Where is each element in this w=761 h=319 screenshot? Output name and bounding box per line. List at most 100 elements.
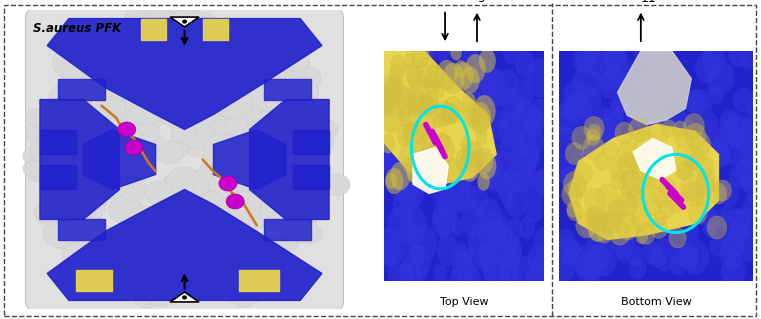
Circle shape bbox=[380, 100, 402, 132]
Circle shape bbox=[576, 213, 597, 238]
Circle shape bbox=[189, 70, 218, 93]
Circle shape bbox=[649, 247, 667, 268]
Circle shape bbox=[25, 157, 56, 182]
Circle shape bbox=[609, 67, 625, 86]
Circle shape bbox=[281, 208, 307, 230]
Circle shape bbox=[746, 191, 760, 207]
Circle shape bbox=[66, 73, 102, 102]
Circle shape bbox=[730, 207, 756, 238]
Circle shape bbox=[611, 93, 629, 114]
Circle shape bbox=[603, 106, 624, 131]
Circle shape bbox=[745, 100, 759, 117]
Circle shape bbox=[437, 189, 460, 222]
Circle shape bbox=[272, 195, 295, 215]
Circle shape bbox=[49, 99, 68, 115]
Circle shape bbox=[408, 245, 431, 279]
Circle shape bbox=[565, 100, 580, 117]
Circle shape bbox=[600, 41, 627, 73]
Circle shape bbox=[454, 243, 469, 264]
Circle shape bbox=[211, 113, 230, 129]
Circle shape bbox=[401, 63, 427, 99]
Circle shape bbox=[435, 133, 449, 154]
Polygon shape bbox=[264, 78, 311, 100]
Circle shape bbox=[46, 188, 70, 207]
Circle shape bbox=[721, 256, 746, 286]
Circle shape bbox=[681, 220, 699, 242]
Circle shape bbox=[622, 171, 640, 192]
Circle shape bbox=[498, 257, 519, 286]
Circle shape bbox=[417, 148, 435, 174]
Circle shape bbox=[215, 89, 252, 119]
Circle shape bbox=[575, 250, 603, 284]
Circle shape bbox=[499, 266, 512, 285]
Circle shape bbox=[472, 39, 495, 72]
Circle shape bbox=[674, 156, 693, 179]
Circle shape bbox=[392, 97, 419, 136]
Circle shape bbox=[91, 261, 110, 277]
Circle shape bbox=[62, 122, 89, 143]
Circle shape bbox=[259, 198, 291, 225]
Circle shape bbox=[116, 249, 151, 278]
Circle shape bbox=[207, 186, 235, 209]
Circle shape bbox=[403, 157, 415, 173]
Circle shape bbox=[95, 153, 118, 172]
Circle shape bbox=[127, 206, 164, 236]
Circle shape bbox=[411, 139, 431, 167]
Circle shape bbox=[296, 111, 322, 132]
Circle shape bbox=[574, 162, 593, 184]
Circle shape bbox=[594, 249, 616, 276]
Circle shape bbox=[573, 244, 600, 277]
Circle shape bbox=[131, 78, 149, 93]
Circle shape bbox=[495, 215, 509, 236]
Circle shape bbox=[172, 196, 207, 225]
Circle shape bbox=[505, 184, 528, 218]
Circle shape bbox=[714, 180, 731, 201]
Circle shape bbox=[291, 153, 324, 181]
Circle shape bbox=[708, 236, 725, 256]
Circle shape bbox=[508, 152, 537, 192]
Circle shape bbox=[452, 154, 475, 186]
Circle shape bbox=[260, 102, 294, 130]
Circle shape bbox=[279, 166, 313, 194]
Circle shape bbox=[597, 209, 620, 237]
Circle shape bbox=[565, 143, 584, 165]
Circle shape bbox=[689, 125, 718, 160]
Circle shape bbox=[428, 161, 448, 189]
Circle shape bbox=[69, 167, 97, 189]
Circle shape bbox=[241, 123, 278, 153]
Circle shape bbox=[445, 103, 459, 123]
Circle shape bbox=[421, 160, 443, 193]
Circle shape bbox=[494, 230, 522, 271]
Circle shape bbox=[307, 165, 327, 182]
Circle shape bbox=[721, 206, 735, 223]
Circle shape bbox=[597, 145, 610, 161]
Circle shape bbox=[257, 131, 285, 154]
Circle shape bbox=[205, 264, 243, 295]
Circle shape bbox=[409, 243, 425, 267]
Circle shape bbox=[213, 200, 233, 216]
Circle shape bbox=[669, 227, 686, 248]
Circle shape bbox=[597, 225, 613, 243]
Circle shape bbox=[485, 166, 502, 191]
Circle shape bbox=[53, 47, 92, 79]
Circle shape bbox=[473, 151, 489, 175]
Circle shape bbox=[583, 135, 604, 160]
Circle shape bbox=[476, 130, 487, 145]
Circle shape bbox=[285, 50, 310, 71]
Circle shape bbox=[564, 239, 581, 260]
Circle shape bbox=[62, 65, 84, 84]
Polygon shape bbox=[40, 130, 76, 153]
Circle shape bbox=[380, 139, 407, 179]
Circle shape bbox=[303, 130, 333, 156]
Circle shape bbox=[629, 156, 645, 174]
Circle shape bbox=[470, 60, 499, 100]
Circle shape bbox=[586, 206, 601, 224]
Circle shape bbox=[740, 163, 761, 190]
Circle shape bbox=[62, 219, 93, 244]
Circle shape bbox=[584, 116, 604, 140]
Circle shape bbox=[450, 217, 463, 236]
Circle shape bbox=[705, 138, 731, 169]
Circle shape bbox=[88, 89, 110, 108]
Circle shape bbox=[174, 55, 199, 76]
Circle shape bbox=[221, 202, 250, 226]
